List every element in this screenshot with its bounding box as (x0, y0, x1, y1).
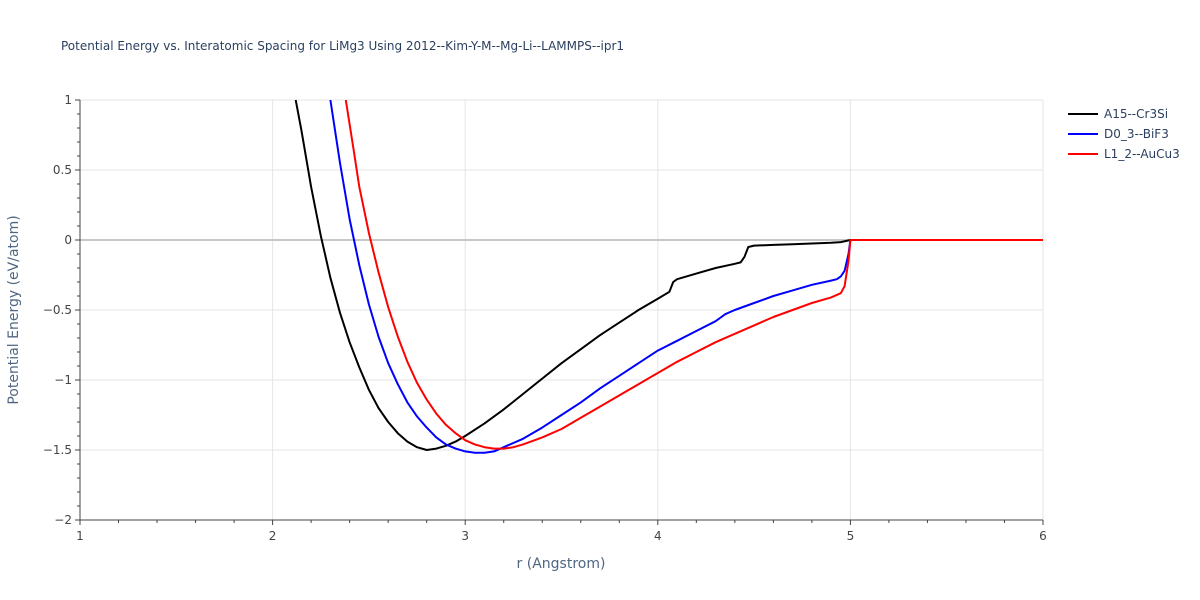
y-tick-label: −0.5 (43, 303, 72, 317)
y-tick-label: 0 (64, 233, 72, 247)
legend[interactable]: A15--Cr3Si D0_3--BiF3 L1_2--AuCu3 (1068, 107, 1180, 161)
x-tick-label: 1 (76, 529, 84, 543)
legend-item[interactable]: A15--Cr3Si (1068, 107, 1168, 121)
legend-label: L1_2--AuCu3 (1104, 147, 1180, 161)
legend-item[interactable]: D0_3--BiF3 (1068, 127, 1169, 141)
y-tick-label: 0.5 (53, 163, 72, 177)
series-line-0 (294, 100, 1043, 451)
legend-label: A15--Cr3Si (1104, 107, 1168, 121)
series-line-2 (344, 100, 1043, 450)
chart-title: Potential Energy vs. Interatomic Spacing… (61, 39, 624, 53)
legend-item[interactable]: L1_2--AuCu3 (1068, 147, 1180, 161)
y-tick-label: −1 (54, 373, 72, 387)
y-tick-label: 1 (64, 93, 72, 107)
x-tick-label: 6 (1039, 529, 1047, 543)
series-line-1 (329, 100, 1043, 454)
x-tick-label: 2 (269, 529, 277, 543)
x-tick-label: 3 (461, 529, 469, 543)
axis-layer (75, 99, 1044, 525)
x-tick-label: 5 (847, 529, 855, 543)
y-axis-title: Potential Energy (eV/atom) (6, 215, 22, 404)
y-tick-label: −2 (54, 513, 72, 527)
x-axis-title: r (Angstrom) (517, 556, 606, 572)
series-layer (294, 100, 1043, 454)
tick-label-layer: 1 2 3 4 5 6 1 0.5 0 −0.5 −1 −1.5 −2 (43, 93, 1047, 543)
y-tick-label: −1.5 (43, 443, 72, 457)
legend-label: D0_3--BiF3 (1104, 127, 1169, 141)
x-tick-label: 4 (654, 529, 662, 543)
